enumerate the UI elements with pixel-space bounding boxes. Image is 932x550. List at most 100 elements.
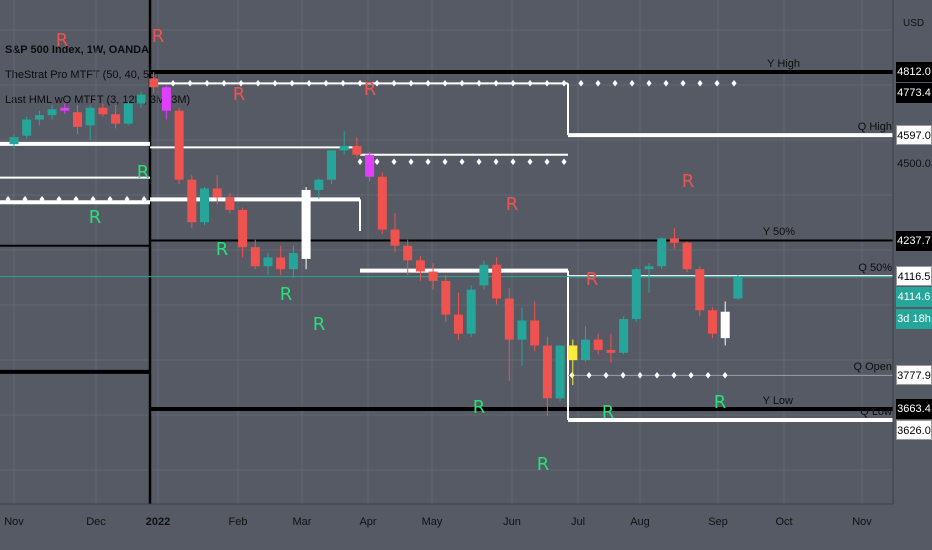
y-high-markers: ♦ bbox=[543, 79, 551, 89]
candle-body bbox=[504, 298, 514, 340]
candle-body bbox=[619, 319, 629, 353]
x-tick-label: Jul bbox=[570, 516, 586, 528]
y-high-markers: ♦ bbox=[628, 79, 636, 89]
q-marker-row-1: ♦ bbox=[373, 158, 381, 168]
y-high-markers: ♦ bbox=[594, 79, 602, 89]
price-tag: 3777.9 bbox=[896, 365, 932, 386]
y-high-markers: ♦ bbox=[730, 79, 738, 89]
strat-r-mark: R bbox=[56, 30, 69, 51]
y-high-markers: ♦ bbox=[305, 79, 313, 89]
y-high-markers: ♦ bbox=[424, 79, 432, 89]
level-lines: ♦ ♦ ♦ ♦ ♦ ♦ ♦ ♦ ♦ ♦ ♦ ♦ ♦ ♦ ♦ ♦ ♦ ♦ ♦ ♦ ♦ ♦ ♦ ♦ ♦ ♦ ♦ ♦ ♦ ♦ ♦ ♦ ♦ ♦ ♦ ♦ ♦ ♦ ♦ ♦… bbox=[0, 70, 893, 422]
strat-r-mark: R bbox=[280, 284, 293, 305]
price-tag: 4237.7 bbox=[896, 230, 932, 251]
y-high-markers: ♦ bbox=[577, 79, 585, 89]
y-high-markers: ♦ bbox=[407, 79, 415, 89]
candle-body bbox=[377, 176, 387, 230]
time-axis[interactable]: Nov Dec 2022 Feb Mar Apr May Jun Jul Aug Sep Oct Nov bbox=[0, 504, 893, 550]
q-marker-row-2: ♦ bbox=[72, 195, 80, 205]
candle-series bbox=[9, 72, 743, 416]
q-open-markers: ♦ bbox=[619, 371, 627, 381]
candle-body bbox=[644, 266, 654, 270]
level-label-q-low: Q Low bbox=[860, 405, 892, 418]
y-high-markers: ♦ bbox=[356, 79, 364, 89]
level-label-q-50: Q 50% bbox=[858, 261, 892, 274]
y-high-markers: ♦ bbox=[441, 79, 449, 89]
candle-body bbox=[479, 264, 489, 286]
y-high-markers: ♦ bbox=[237, 79, 245, 89]
indicator-thestrat[interactable]: TheStrat Pro MTFT (50, 40, 50) bbox=[5, 69, 159, 81]
candle-body bbox=[212, 188, 222, 198]
y-high-markers: ♦ bbox=[560, 79, 568, 89]
candle-body bbox=[682, 242, 692, 270]
price-tag: 4812.0 bbox=[896, 62, 932, 82]
q-open-markers: ♦ bbox=[721, 371, 729, 381]
x-tick-label: 2022 bbox=[145, 516, 171, 528]
y-high-markers: ♦ bbox=[611, 79, 619, 89]
strat-r-mark: R bbox=[714, 392, 727, 413]
x-tick-label: Jun bbox=[503, 516, 521, 528]
candle-body bbox=[263, 257, 273, 267]
y-high-markers: ♦ bbox=[509, 79, 517, 89]
y-high-markers: ♦ bbox=[390, 79, 398, 89]
q-marker-row-1: ♦ bbox=[407, 158, 415, 168]
y-high-markers: ♦ bbox=[475, 79, 483, 89]
y-high-markers: ♦ bbox=[645, 79, 653, 89]
x-tick-label: Mar bbox=[292, 516, 312, 528]
candle-body bbox=[517, 320, 527, 340]
candle-body bbox=[669, 238, 679, 243]
y-high-markers: ♦ bbox=[203, 79, 211, 89]
candle-body bbox=[123, 103, 133, 124]
candle-body bbox=[492, 264, 502, 299]
candle-body bbox=[288, 253, 298, 270]
strat-r-mark: R bbox=[137, 162, 150, 183]
candle-body bbox=[238, 209, 248, 248]
x-tick-label: Nov bbox=[852, 516, 872, 528]
candle-body bbox=[22, 119, 32, 136]
candle-body bbox=[34, 115, 44, 120]
candle-body bbox=[390, 229, 400, 246]
candle-body bbox=[555, 345, 565, 399]
strat-r-mark: R bbox=[364, 79, 377, 100]
y-high-markers: ♦ bbox=[662, 79, 670, 89]
q-marker-row-1: ♦ bbox=[526, 158, 534, 168]
x-tick-label: Apr bbox=[359, 516, 377, 528]
y-high-markers: ♦ bbox=[186, 79, 194, 89]
y-high-markers: ♦ bbox=[492, 79, 500, 89]
candle-body bbox=[466, 289, 476, 334]
price-tag: 4116.5 bbox=[896, 266, 932, 287]
q-marker-row-1: ♦ bbox=[492, 158, 500, 168]
price-tag: 3d 18h bbox=[896, 309, 932, 330]
candle-body bbox=[581, 339, 590, 361]
price-tag: 3663.4 bbox=[896, 399, 932, 420]
strat-r-mark: R bbox=[586, 269, 599, 290]
price-tag: 3626.0 bbox=[896, 420, 932, 441]
strat-r-mark: R bbox=[602, 402, 615, 423]
candle-body bbox=[250, 247, 260, 267]
symbol-title[interactable]: S&P 500 Index, 1W, OANDA bbox=[5, 44, 150, 56]
y-high-markers: ♦ bbox=[169, 79, 177, 89]
candle-body bbox=[200, 188, 209, 223]
candle-body bbox=[365, 154, 375, 177]
candle-body bbox=[98, 107, 108, 115]
chart-grid bbox=[0, 0, 893, 504]
level-label-y-low: Y Low bbox=[762, 394, 793, 407]
candle-body bbox=[415, 260, 425, 272]
y-high-markers: ♦ bbox=[679, 79, 687, 89]
x-tick-label: May bbox=[421, 516, 443, 528]
candle-body bbox=[339, 145, 349, 151]
candle-body bbox=[733, 276, 743, 299]
candle-body bbox=[606, 349, 616, 353]
candle-body bbox=[73, 112, 82, 127]
y-high-markers: ♦ bbox=[458, 79, 466, 89]
x-tick-label: Oct bbox=[775, 516, 793, 528]
candle-body bbox=[542, 345, 552, 399]
q-open-markers: ♦ bbox=[568, 371, 576, 381]
y-high-markers: ♦ bbox=[220, 79, 228, 89]
candle-body bbox=[276, 257, 286, 270]
q-marker-row-2: ♦ bbox=[106, 195, 114, 205]
candle-body bbox=[695, 269, 705, 311]
candle-body bbox=[85, 107, 95, 126]
